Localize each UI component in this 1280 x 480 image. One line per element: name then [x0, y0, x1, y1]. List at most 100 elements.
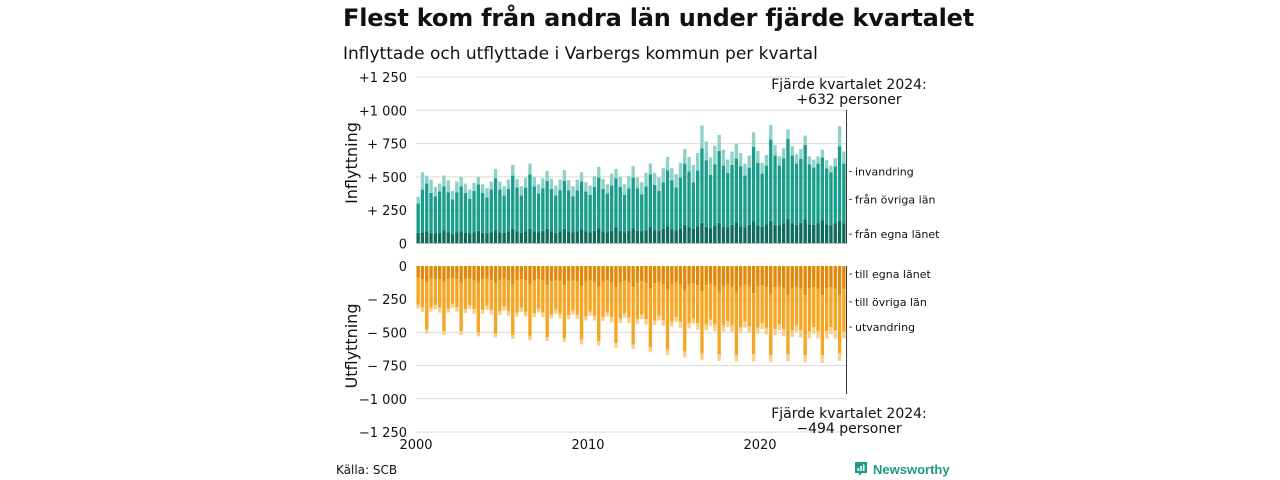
- bar-out-1: [687, 284, 691, 324]
- bar-out-0: [549, 266, 554, 282]
- bar-in-1: [614, 178, 618, 228]
- bar-in-0: [657, 230, 661, 244]
- bar-out-2: [502, 306, 506, 311]
- bar-out-0: [597, 266, 601, 287]
- bar-in-0: [536, 232, 541, 244]
- bar-in-1: [588, 194, 592, 233]
- bar-in-0: [459, 231, 463, 244]
- bar-out-0: [622, 266, 627, 282]
- bar-in-0: [545, 228, 549, 244]
- bar-out-2: [803, 354, 807, 363]
- bar-out-0: [545, 266, 549, 285]
- bar-in-0: [541, 230, 545, 244]
- bar-in-0: [640, 231, 644, 244]
- y-tick-label-out: − 250: [367, 293, 407, 308]
- bar-out-2: [416, 304, 420, 309]
- bar-out-0: [708, 266, 713, 284]
- bar-out-0: [683, 266, 687, 291]
- bar-out-2: [829, 327, 833, 335]
- bar-in-0: [738, 226, 743, 244]
- bar-out-2: [747, 326, 751, 334]
- bar-out-1: [824, 288, 829, 332]
- bar-out-1: [618, 282, 622, 319]
- bar-in-2: [433, 186, 438, 197]
- bar-in-2: [824, 160, 829, 169]
- bar-out-0: [790, 266, 794, 288]
- bar-in-2: [463, 183, 468, 193]
- bar-in-1: [592, 186, 597, 231]
- bar-out-0: [691, 266, 696, 284]
- bar-in-0: [781, 223, 786, 244]
- bar-in-2: [511, 164, 515, 176]
- bar-out-0: [450, 266, 455, 278]
- bar-in-2: [769, 124, 773, 140]
- bar-in-0: [532, 231, 536, 244]
- bar-out-0: [566, 266, 571, 282]
- bar-in-0: [562, 228, 567, 244]
- bar-in-2: [450, 190, 455, 200]
- bar-in-2: [790, 146, 794, 156]
- bar-out-0: [459, 266, 463, 283]
- bar-in-0: [429, 232, 433, 244]
- bar-in-1: [433, 196, 438, 234]
- bar-out-1: [463, 279, 468, 310]
- bar-in-1: [566, 190, 571, 232]
- bar-in-1: [416, 203, 420, 233]
- bar-out-0: [631, 266, 635, 288]
- bar-in-0: [579, 229, 584, 244]
- bar-in-2: [687, 156, 691, 172]
- bar-out-0: [820, 266, 825, 296]
- bar-out-2: [588, 311, 592, 316]
- bar-out-2: [773, 329, 777, 336]
- bar-out-0: [433, 266, 438, 279]
- bar-out-2: [601, 317, 605, 322]
- bar-in-1: [549, 188, 554, 232]
- bar-out-0: [579, 266, 584, 286]
- bar-in-2: [644, 172, 648, 187]
- bar-in-2: [726, 159, 730, 173]
- bar-in-2: [691, 164, 696, 183]
- bar-in-0: [627, 230, 631, 244]
- bar-in-1: [425, 183, 429, 232]
- annotation-bottom-line2: −494 personer: [796, 421, 902, 437]
- bar-out-0: [609, 266, 614, 283]
- bar-in-0: [833, 223, 837, 244]
- bar-out-0: [536, 266, 541, 280]
- bar-out-1: [734, 292, 739, 355]
- bar-out-2: [678, 321, 683, 328]
- bar-in-1: [579, 181, 584, 230]
- bar-out-0: [738, 266, 743, 287]
- bar-out-0: [648, 266, 653, 289]
- y-tick-label-in: +1 250: [359, 71, 407, 86]
- legend-label-in: invandring: [855, 166, 914, 179]
- bar-in-2: [674, 174, 678, 188]
- bar-out-0: [480, 266, 485, 280]
- bar-out-2: [549, 314, 554, 319]
- bar-in-2: [605, 184, 610, 194]
- bar-in-2: [523, 177, 528, 188]
- bar-out-0: [833, 266, 837, 289]
- bar-out-0: [786, 266, 790, 295]
- bar-out-2: [511, 335, 515, 340]
- bar-out-1: [833, 288, 837, 331]
- bar-in-1: [704, 160, 708, 227]
- bar-out-2: [700, 353, 704, 361]
- bar-out-1: [416, 277, 420, 305]
- bar-out-0: [816, 266, 820, 289]
- bar-out-0: [777, 266, 782, 286]
- bar-out-1: [459, 282, 463, 332]
- bar-in-2: [506, 179, 511, 189]
- bar-in-1: [799, 158, 803, 223]
- bar-out-1: [425, 281, 429, 330]
- bar-in-1: [519, 195, 524, 233]
- bar-out-2: [459, 331, 463, 336]
- bar-out-0: [799, 266, 803, 289]
- bar-in-2: [764, 154, 769, 166]
- bar-in-2: [532, 176, 536, 187]
- bar-out-0: [781, 266, 786, 288]
- bar-out-0: [640, 266, 644, 282]
- bar-out-1: [726, 284, 730, 322]
- bar-out-1: [812, 287, 816, 328]
- bar-out-0: [756, 266, 760, 287]
- bar-in-1: [442, 186, 446, 231]
